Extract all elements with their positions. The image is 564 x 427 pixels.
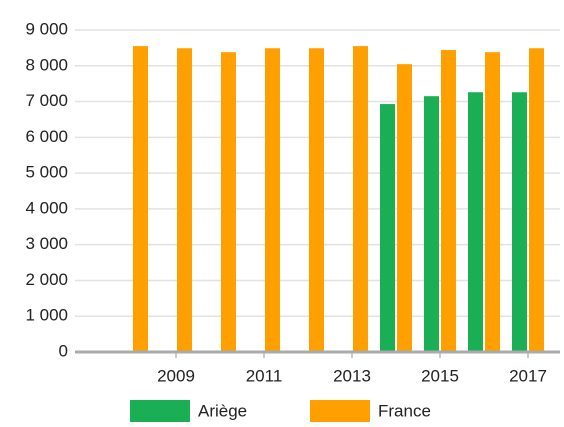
bar xyxy=(380,104,395,352)
x-tick-label: 2009 xyxy=(157,366,195,385)
y-tick-label: 3 000 xyxy=(25,234,68,253)
y-tick-label: 9 000 xyxy=(25,19,68,38)
y-tick-label: 2 000 xyxy=(25,270,68,289)
x-tick-label: 2015 xyxy=(421,366,459,385)
bar xyxy=(441,50,456,353)
bar xyxy=(353,46,368,352)
x-tick-label: 2011 xyxy=(246,366,283,385)
bar xyxy=(221,52,236,352)
bar xyxy=(177,48,192,352)
bar xyxy=(529,48,544,352)
legend-label: France xyxy=(378,401,431,420)
y-tick-label: 6 000 xyxy=(25,127,68,146)
y-tick-label: 1 000 xyxy=(25,306,68,325)
bar xyxy=(468,92,483,353)
y-tick-label: 4 000 xyxy=(25,198,68,217)
y-tick-label: 5 000 xyxy=(25,163,68,182)
bar xyxy=(424,96,439,352)
bar xyxy=(485,52,500,352)
legend-swatch xyxy=(130,400,190,422)
x-tick-label: 2017 xyxy=(509,366,547,385)
bar xyxy=(133,46,148,352)
y-tick-label: 8 000 xyxy=(25,55,68,74)
x-tick-label: 2013 xyxy=(333,366,371,385)
legend-label: Ariège xyxy=(198,401,247,420)
y-tick-label: 7 000 xyxy=(25,91,68,110)
bar xyxy=(397,64,412,352)
y-tick-label: 0 xyxy=(59,341,68,360)
bar xyxy=(309,48,324,352)
bar xyxy=(265,48,280,352)
bar xyxy=(512,92,527,353)
legend-swatch xyxy=(310,400,370,422)
